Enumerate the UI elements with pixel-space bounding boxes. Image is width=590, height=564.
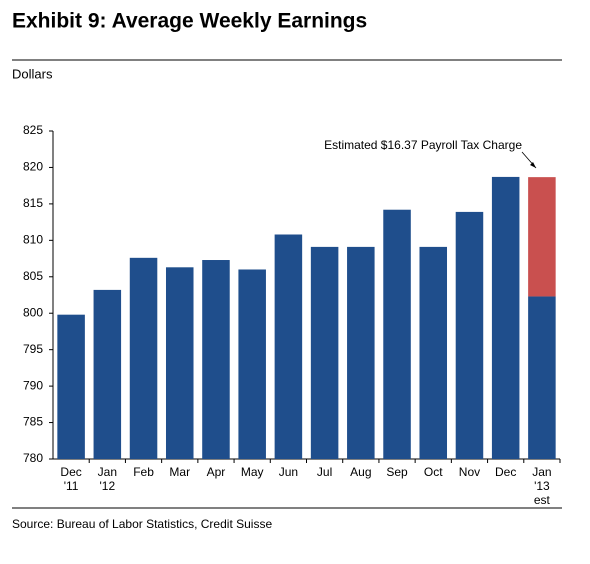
x-tick-label: Oct bbox=[424, 465, 443, 479]
y-tick-label: 815 bbox=[23, 196, 43, 210]
y-tick-label: 825 bbox=[23, 123, 43, 137]
x-tick-label: Dec bbox=[60, 465, 81, 479]
y-tick-label: 810 bbox=[23, 233, 43, 247]
x-tick-label: '13 bbox=[534, 479, 550, 493]
y-tick-label: 800 bbox=[23, 305, 43, 319]
bar bbox=[528, 177, 556, 297]
bar bbox=[274, 234, 303, 459]
x-tick-label: Aug bbox=[350, 465, 371, 479]
x-tick-label: Mar bbox=[169, 465, 190, 479]
bar bbox=[491, 176, 520, 460]
y-tick-label: 785 bbox=[23, 415, 43, 429]
bar bbox=[238, 269, 266, 459]
x-tick-label: est bbox=[534, 493, 551, 507]
y-tick-label: 780 bbox=[23, 451, 43, 465]
x-tick-label: '12 bbox=[100, 479, 116, 493]
arrow-head bbox=[530, 162, 536, 168]
bar bbox=[165, 267, 194, 459]
bar bbox=[383, 209, 411, 459]
x-tick-label: Dec bbox=[495, 465, 516, 479]
bar bbox=[129, 257, 158, 459]
x-tick-label: Apr bbox=[207, 465, 226, 479]
x-tick-label: Jul bbox=[317, 465, 332, 479]
x-tick-label: '11 bbox=[64, 479, 79, 493]
bar bbox=[310, 246, 339, 459]
x-tick-label: May bbox=[241, 465, 264, 479]
bar bbox=[455, 211, 484, 459]
annotation: Estimated $16.37 Payroll Tax Charge bbox=[324, 138, 522, 152]
y-tick-label: 820 bbox=[23, 160, 43, 174]
bar bbox=[202, 260, 230, 459]
bar bbox=[419, 246, 448, 459]
x-tick-label: Jan bbox=[98, 465, 117, 479]
source: Source: Bureau of Labor Statistics, Cred… bbox=[12, 517, 272, 531]
y-tick-label: 795 bbox=[23, 342, 43, 356]
y-tick-label: 805 bbox=[23, 269, 43, 283]
x-tick-label: Jan bbox=[532, 465, 551, 479]
chart-title: Exhibit 9: Average Weekly Earnings bbox=[12, 10, 367, 33]
x-tick-label: Nov bbox=[459, 465, 480, 479]
x-tick-label: Jun bbox=[279, 465, 298, 479]
bar bbox=[57, 314, 85, 459]
y-tick-label: 790 bbox=[23, 378, 43, 392]
y-axis-label: Dollars bbox=[12, 66, 53, 81]
x-tick-label: Sep bbox=[386, 465, 408, 479]
x-tick-label: Feb bbox=[133, 465, 154, 479]
bar bbox=[93, 289, 122, 459]
bar bbox=[528, 296, 556, 459]
bar bbox=[347, 246, 375, 459]
